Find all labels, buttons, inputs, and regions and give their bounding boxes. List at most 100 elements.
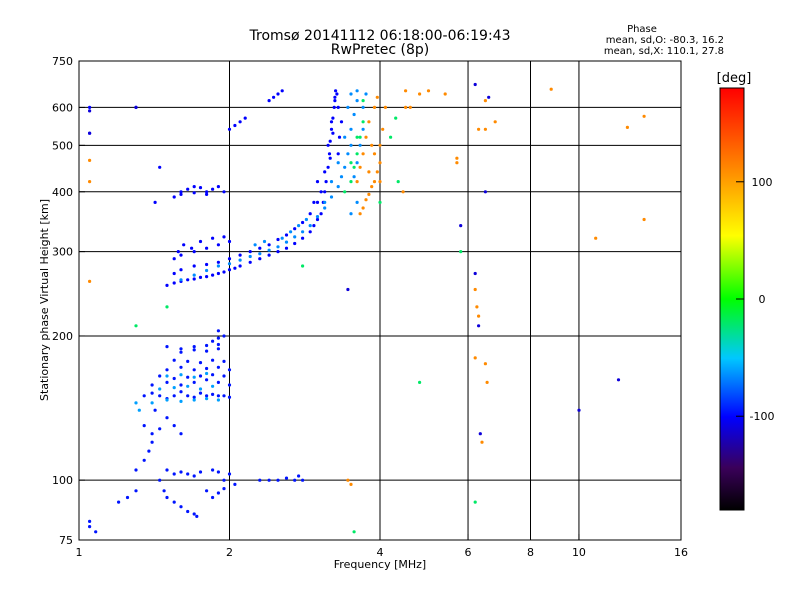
data-point [349, 143, 353, 147]
data-point [205, 192, 209, 196]
data-point [326, 165, 330, 169]
data-point [284, 246, 289, 250]
data-point [216, 336, 220, 340]
data-point [426, 89, 431, 93]
data-point [289, 230, 293, 234]
data-point [179, 350, 183, 354]
data-point [233, 123, 237, 128]
data-point [198, 470, 203, 474]
data-point [205, 366, 209, 371]
data-point [222, 270, 226, 274]
data-point [383, 105, 387, 109]
data-point [258, 246, 262, 250]
data-point [355, 161, 359, 165]
data-point [222, 487, 226, 491]
data-point [233, 266, 237, 270]
data-point [329, 180, 334, 184]
data-point [352, 165, 356, 169]
data-point [186, 359, 190, 363]
data-point [165, 495, 169, 500]
data-point [312, 200, 316, 204]
data-point [493, 120, 497, 124]
data-point [293, 227, 297, 231]
data-point [336, 105, 340, 109]
data-point [267, 253, 271, 257]
x-tick-label: 6 [465, 546, 472, 559]
data-point [192, 345, 196, 349]
data-point [284, 240, 289, 244]
data-point [459, 250, 463, 254]
data-point [211, 495, 215, 500]
data-point [192, 380, 196, 384]
data-point [329, 195, 334, 199]
data-point [355, 135, 359, 139]
data-point [276, 250, 280, 254]
data-point [308, 224, 312, 228]
data-point [192, 273, 196, 277]
data-point [165, 368, 169, 372]
x-tick-label: 16 [674, 546, 688, 559]
data-point [346, 105, 350, 109]
data-point [158, 394, 162, 398]
data-point [258, 252, 262, 256]
data-point [616, 378, 621, 382]
data-point [483, 127, 487, 131]
data-point [142, 458, 146, 462]
data-point [165, 380, 169, 384]
colorbar-tick-label: 0 [759, 293, 766, 306]
data-point [367, 170, 371, 174]
data-point [94, 530, 98, 534]
data-point [355, 180, 359, 184]
data-point [165, 305, 169, 309]
data-point [205, 349, 209, 353]
data-point [179, 432, 183, 436]
data-point [205, 489, 209, 493]
data-point [227, 472, 232, 476]
data-point [477, 314, 481, 318]
data-point [483, 362, 487, 366]
data-point [339, 120, 344, 124]
axis-ticks: 1 2 4 6 8 10 16 75 100 200 300 400 500 600 750 [52, 55, 688, 559]
data-point [319, 190, 323, 194]
data-point [349, 212, 353, 216]
data-point [308, 230, 312, 234]
data-point [473, 82, 477, 87]
data-point [222, 394, 226, 398]
data-point [293, 235, 297, 239]
data-point [205, 268, 209, 273]
chart-title: Tromsø 20141112 06:18:00-06:19:43 [249, 28, 511, 44]
data-point [192, 398, 196, 402]
data-point [172, 376, 176, 381]
data-point [192, 191, 196, 195]
data-point [216, 185, 220, 189]
data-point [331, 116, 335, 120]
data-point [284, 233, 289, 237]
data-point [88, 158, 92, 162]
data-point [192, 375, 196, 379]
data-point [301, 478, 305, 482]
data-point [134, 468, 138, 472]
data-point [186, 187, 190, 191]
data-point [349, 127, 353, 131]
data-point [346, 152, 350, 156]
data-point [280, 236, 284, 240]
data-point [361, 127, 365, 131]
data-point [134, 324, 138, 328]
colorbar-tick-label: 100 [752, 176, 773, 189]
x-tick-label: 2 [226, 546, 233, 559]
x-tick-label: 8 [527, 546, 534, 559]
data-point [137, 408, 141, 412]
data-point [198, 391, 203, 395]
data-point [179, 383, 183, 387]
data-point [238, 264, 242, 268]
data-point [211, 384, 215, 388]
data-point [117, 500, 121, 504]
data-point [179, 470, 183, 474]
data-point [233, 482, 237, 486]
data-point [355, 200, 359, 204]
data-point [158, 478, 162, 482]
data-point [153, 200, 157, 204]
data-point [192, 368, 196, 372]
data-point [378, 200, 382, 204]
data-point [179, 365, 183, 369]
